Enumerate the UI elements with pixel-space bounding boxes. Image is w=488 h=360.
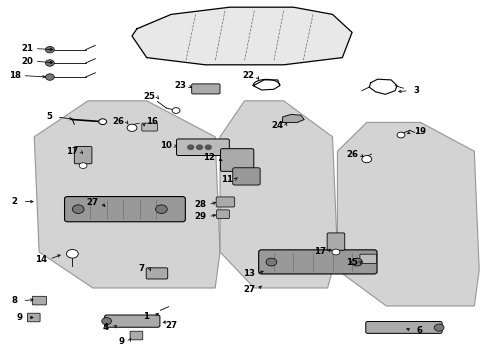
Text: 5: 5 — [46, 112, 52, 121]
Polygon shape — [282, 114, 304, 122]
Text: 6: 6 — [416, 326, 422, 335]
FancyBboxPatch shape — [176, 139, 229, 156]
Circle shape — [66, 249, 78, 258]
Circle shape — [127, 124, 137, 131]
FancyBboxPatch shape — [232, 168, 260, 185]
Text: 10: 10 — [160, 141, 172, 150]
Polygon shape — [132, 7, 351, 65]
FancyBboxPatch shape — [64, 197, 185, 222]
FancyBboxPatch shape — [258, 250, 376, 274]
Text: 16: 16 — [145, 117, 157, 126]
FancyBboxPatch shape — [191, 84, 220, 94]
FancyBboxPatch shape — [104, 315, 160, 327]
FancyBboxPatch shape — [32, 296, 46, 305]
FancyBboxPatch shape — [326, 233, 344, 250]
Circle shape — [102, 318, 111, 325]
Text: 29: 29 — [194, 212, 206, 221]
Text: 26: 26 — [113, 117, 124, 126]
Circle shape — [205, 145, 211, 149]
Text: 21: 21 — [21, 44, 33, 53]
Text: 17: 17 — [314, 247, 325, 256]
FancyBboxPatch shape — [220, 149, 253, 171]
Text: 24: 24 — [271, 122, 283, 130]
Text: 22: 22 — [242, 71, 254, 80]
Circle shape — [45, 74, 54, 80]
FancyBboxPatch shape — [27, 313, 40, 322]
Text: 7: 7 — [139, 264, 144, 273]
Text: 1: 1 — [142, 312, 148, 321]
Polygon shape — [337, 122, 478, 306]
FancyBboxPatch shape — [130, 331, 142, 340]
Circle shape — [155, 205, 167, 213]
Text: 14: 14 — [36, 255, 47, 264]
Circle shape — [45, 46, 54, 53]
Text: 3: 3 — [413, 86, 419, 95]
Text: 20: 20 — [21, 57, 33, 66]
Text: 11: 11 — [221, 175, 233, 184]
Circle shape — [433, 324, 443, 331]
Text: 19: 19 — [413, 127, 425, 136]
Text: 25: 25 — [143, 92, 155, 101]
Text: 28: 28 — [194, 200, 206, 209]
Text: 18: 18 — [9, 71, 20, 80]
Circle shape — [331, 249, 339, 255]
Circle shape — [187, 145, 193, 149]
Text: 13: 13 — [243, 269, 255, 278]
FancyBboxPatch shape — [146, 268, 167, 279]
Text: 27: 27 — [165, 321, 177, 330]
FancyBboxPatch shape — [365, 321, 441, 333]
Circle shape — [72, 205, 84, 213]
Text: 12: 12 — [203, 153, 215, 162]
Circle shape — [351, 258, 362, 266]
Circle shape — [79, 163, 87, 168]
Text: 23: 23 — [174, 81, 185, 90]
FancyBboxPatch shape — [142, 123, 157, 131]
Text: 17: 17 — [66, 147, 78, 156]
FancyBboxPatch shape — [216, 197, 234, 207]
FancyBboxPatch shape — [74, 147, 92, 164]
Text: 27: 27 — [243, 285, 255, 294]
Text: 9: 9 — [17, 313, 22, 322]
Circle shape — [99, 119, 106, 125]
Text: 8: 8 — [12, 296, 18, 305]
Text: 27: 27 — [87, 198, 99, 207]
Circle shape — [196, 145, 202, 149]
FancyBboxPatch shape — [359, 254, 376, 264]
Polygon shape — [220, 101, 337, 288]
Text: 2: 2 — [12, 197, 18, 206]
Circle shape — [361, 156, 371, 163]
Text: 26: 26 — [346, 150, 357, 158]
Text: 4: 4 — [102, 323, 108, 332]
FancyBboxPatch shape — [216, 210, 229, 219]
Circle shape — [396, 132, 404, 138]
Circle shape — [265, 258, 276, 266]
Circle shape — [45, 60, 54, 66]
Text: 9: 9 — [118, 337, 124, 346]
Polygon shape — [34, 101, 220, 288]
Text: 15: 15 — [346, 258, 357, 267]
Circle shape — [172, 108, 180, 113]
